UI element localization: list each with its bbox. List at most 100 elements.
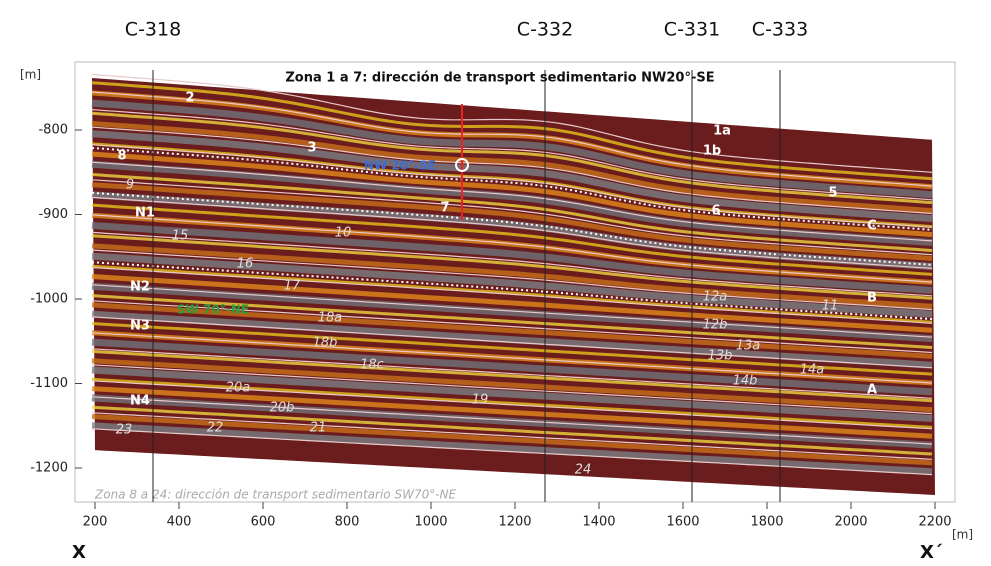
layer-label: N2 — [130, 280, 150, 295]
layer-label: 9 — [126, 178, 134, 193]
sediment-band — [91, 386, 933, 439]
sediment-band — [91, 121, 933, 214]
well-symbol — [455, 158, 469, 172]
horizon — [91, 316, 933, 369]
sediment-band — [91, 405, 933, 456]
well-label: C-332 — [517, 19, 573, 41]
y-tick-label: -1100 — [30, 376, 68, 391]
y-tick-label: -800 — [38, 123, 68, 138]
sediment-band — [91, 414, 933, 466]
layer-label: 10 — [335, 226, 352, 241]
layer-label: 24 — [575, 463, 592, 478]
layer-label: 20b — [270, 401, 295, 416]
section-body — [91, 73, 935, 495]
layer-label: 13a — [736, 339, 761, 354]
x-tick-label: 200 — [83, 515, 108, 530]
x-tick-label: 400 — [167, 515, 192, 530]
horizon — [91, 348, 933, 399]
x-tick-label: 800 — [335, 515, 360, 530]
sediment-band — [91, 90, 933, 190]
layer-label: 11 — [822, 299, 839, 314]
y-tick-label: -1200 — [30, 461, 68, 476]
horizon — [91, 161, 933, 242]
layer-label: 18b — [313, 336, 338, 351]
x-tick-label: 1000 — [414, 515, 447, 530]
horizon — [91, 126, 933, 215]
sediment-band — [91, 358, 933, 413]
layer-label: 21 — [310, 421, 327, 436]
x-tick-label: 1400 — [582, 515, 615, 530]
layer-label: 7 — [440, 201, 449, 216]
layer-label: 6 — [711, 204, 720, 219]
horizon — [91, 396, 933, 445]
direction-label: SW 70°-NE — [177, 303, 249, 317]
direction-label: NW 20°-SE — [364, 159, 436, 173]
layer-label: C — [867, 219, 877, 234]
y-tick-label: -900 — [38, 207, 68, 222]
x-tick-label: 2000 — [834, 515, 867, 530]
horizon — [91, 91, 933, 187]
sediment-band — [91, 302, 933, 359]
x-tick-label: 2200 — [918, 515, 951, 530]
x-tick-label: 1600 — [666, 515, 699, 530]
sediment-band — [91, 422, 933, 476]
section-end: X — [72, 542, 86, 563]
layer-label: 23 — [116, 423, 133, 438]
layer-label: 22 — [207, 421, 224, 436]
layer-label: 13b — [708, 349, 733, 364]
footnote: Zona 8 a 24: dirección de transport sedi… — [94, 488, 457, 502]
horizon — [91, 332, 933, 384]
layer-label: B — [867, 291, 877, 306]
sediment-band — [91, 282, 933, 343]
layer-label: N1 — [135, 206, 155, 221]
layer-label: 1a — [713, 124, 731, 139]
layer-label: 12a — [703, 290, 728, 305]
layer-label: N3 — [130, 319, 150, 334]
key-horizon — [91, 147, 933, 231]
x-tick-label: 1200 — [498, 515, 531, 530]
horizon — [91, 266, 933, 324]
horizon — [91, 364, 933, 415]
horizon — [91, 179, 933, 256]
section-end: X´ — [920, 542, 943, 563]
layer-label: 14a — [800, 363, 825, 378]
sediment-band — [91, 366, 933, 422]
layer-label: 3 — [307, 141, 316, 156]
horizon — [91, 231, 933, 297]
y-unit: [m] — [20, 68, 41, 82]
sediment-band — [91, 203, 933, 276]
layer-label: 16 — [237, 257, 254, 272]
sediment-band — [91, 294, 933, 349]
sediment-band — [91, 349, 933, 403]
layer-label: 17 — [284, 279, 301, 294]
well-label: C-333 — [752, 19, 808, 41]
layer-label: 14b — [733, 374, 758, 389]
layer-label: 18a — [318, 311, 343, 326]
horizon — [91, 214, 933, 283]
sediment-band — [91, 81, 933, 181]
sediment-band — [91, 151, 933, 238]
sediment-band — [91, 191, 933, 270]
x-tick-label: 600 — [251, 515, 276, 530]
sediment-band — [91, 338, 933, 396]
sediment-band — [91, 243, 933, 309]
layer-label: A — [867, 383, 877, 398]
sediment-band — [91, 222, 933, 294]
horizon — [91, 109, 933, 201]
horizon — [91, 73, 933, 173]
sediment-band — [91, 182, 933, 261]
sediment-band — [91, 310, 933, 369]
sediment-band — [91, 377, 933, 429]
layer-label: 15 — [172, 229, 189, 244]
sediment-band — [91, 99, 933, 199]
sediment-band — [91, 264, 933, 324]
sediment-band — [91, 234, 933, 300]
title: Zona 1 a 7: dirección de transport sedim… — [285, 71, 714, 86]
well-label: C-331 — [664, 19, 720, 41]
well-label: C-318 — [125, 19, 181, 41]
x-unit: [m] — [952, 528, 973, 542]
sediment-band — [91, 111, 933, 205]
sediment-band — [91, 160, 933, 246]
key-horizon — [91, 191, 933, 266]
layer-label: N4 — [130, 394, 150, 409]
